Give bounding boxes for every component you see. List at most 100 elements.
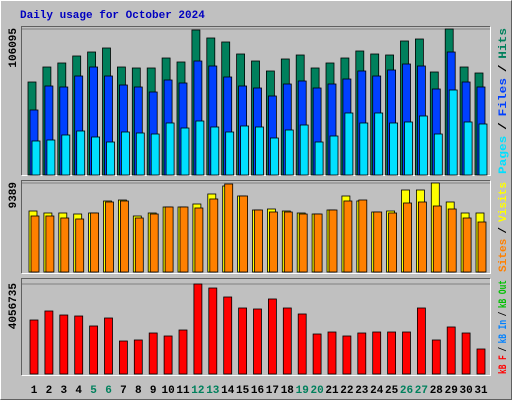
bar (462, 217, 472, 273)
bar (343, 200, 353, 273)
bar (432, 205, 442, 273)
legend-entry: Files (498, 78, 510, 116)
x-tick-label: 27 (415, 385, 428, 397)
legend-entry: kB F (498, 355, 510, 374)
x-tick-label: 23 (355, 385, 369, 397)
x-tick-label: 19 (296, 385, 309, 397)
bar (327, 331, 337, 375)
bar (477, 221, 487, 273)
legend-entry: Pages (498, 136, 510, 174)
legend: Sites / Visits (498, 182, 510, 272)
x-tick-label: 25 (385, 385, 399, 397)
y-tick-label: 9389 (8, 182, 20, 208)
bar (255, 126, 264, 176)
x-tick-label: 9 (150, 385, 157, 397)
legend-entry: Sites (498, 239, 510, 272)
x-tick-label: 10 (161, 385, 174, 397)
legend: Pages / Files / Hits (498, 28, 510, 174)
legend-entry: kB Out (498, 280, 510, 308)
x-tick-label: 16 (251, 385, 264, 397)
bar (389, 122, 399, 176)
x-tick-label: 21 (325, 385, 339, 397)
bar (359, 122, 369, 176)
bar (402, 331, 411, 375)
bar (447, 208, 457, 273)
bar (89, 325, 98, 375)
legend-entry: Hits (498, 28, 510, 59)
bar (31, 140, 41, 176)
x-tick-label: 1 (31, 385, 38, 397)
bar (59, 314, 69, 375)
bar (134, 217, 144, 273)
x-tick-label: 22 (340, 385, 353, 397)
x-tick-label: 12 (191, 385, 204, 397)
bar (60, 217, 70, 273)
bar (208, 287, 218, 375)
bar (29, 319, 39, 375)
bar (253, 308, 262, 375)
x-tick-label: 18 (281, 385, 295, 397)
bar (75, 218, 85, 273)
plot-bevel-dark (21, 180, 491, 274)
legend-separator: / (498, 227, 510, 234)
bar (416, 307, 426, 375)
bar (46, 139, 56, 176)
bar (388, 212, 398, 273)
bar (76, 130, 86, 176)
bar (104, 317, 113, 375)
x-tick-label: 6 (105, 385, 112, 397)
bar (164, 206, 174, 273)
bar (90, 212, 99, 273)
bar (178, 329, 188, 375)
bar (373, 211, 383, 273)
bar (297, 313, 307, 375)
bar (135, 132, 145, 176)
bar (463, 121, 473, 176)
bar (210, 126, 220, 176)
x-tick-label: 3 (60, 385, 67, 397)
bar (417, 201, 427, 273)
bar (268, 211, 278, 273)
plot-bevel-light (21, 26, 491, 176)
bar (225, 131, 235, 176)
bar (180, 127, 190, 176)
x-tick-label: 15 (236, 385, 250, 397)
bar (240, 125, 250, 176)
legend: kB F / kB In / kB Out (498, 280, 510, 374)
bar (433, 133, 443, 176)
bar (269, 137, 279, 176)
bar (328, 209, 338, 273)
plot-bevel-dark (21, 278, 491, 376)
bar (239, 195, 249, 273)
bar (133, 339, 143, 375)
chart-title: Daily usage for October 2024 (20, 10, 205, 22)
bar (313, 213, 323, 273)
legend-entry: Visits (498, 182, 510, 222)
bar (149, 213, 159, 273)
bar (299, 124, 309, 176)
bar (148, 332, 158, 375)
x-tick-label: 2 (46, 385, 53, 397)
bar (165, 122, 175, 176)
bar (448, 89, 458, 176)
bar (314, 141, 324, 176)
x-tick-label: 28 (430, 385, 444, 397)
legend-separator: / (498, 122, 510, 130)
bar (387, 331, 397, 375)
x-tick-label: 26 (400, 385, 413, 397)
bar (193, 283, 203, 375)
bar (284, 129, 294, 176)
bar (209, 198, 219, 273)
y-tick-label: 4056735 (8, 283, 20, 330)
bar (30, 215, 40, 273)
bar (312, 333, 322, 375)
bar (431, 339, 441, 375)
x-tick-label: 13 (206, 385, 220, 397)
x-tick-label: 7 (120, 385, 127, 397)
bar (179, 206, 189, 273)
bar (238, 307, 248, 375)
bar (45, 215, 55, 273)
bar (478, 123, 488, 176)
